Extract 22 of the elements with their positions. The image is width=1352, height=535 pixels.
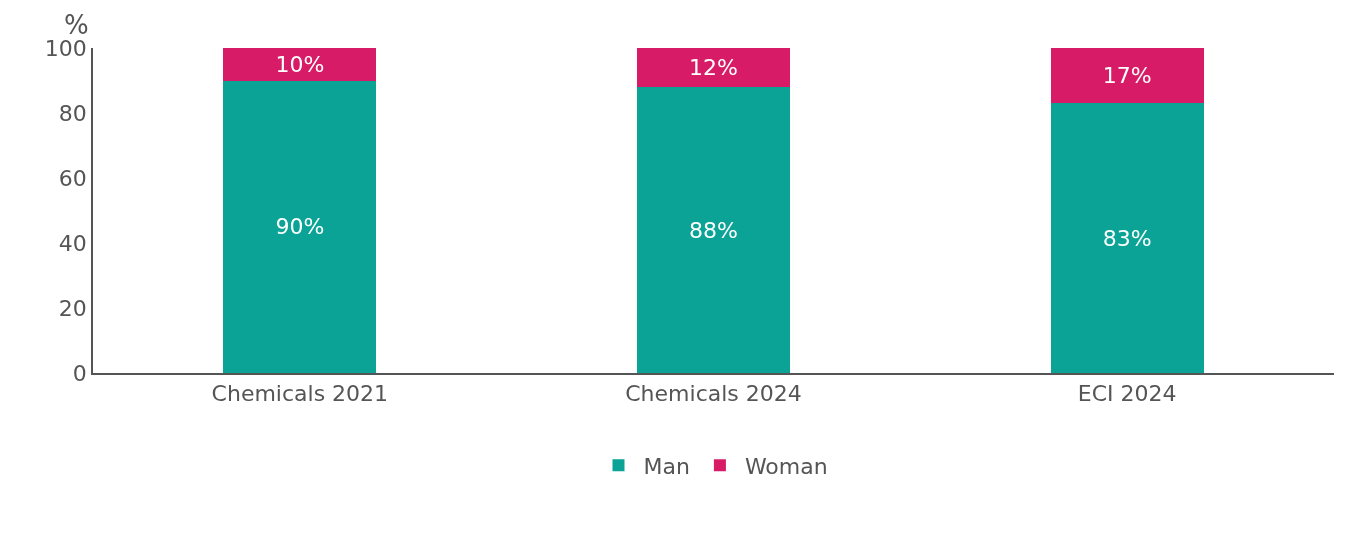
- x-tick-label: Chemicals 2021: [211, 381, 389, 407]
- legend-label: Woman: [744, 453, 828, 479]
- data-label: 17%: [1102, 63, 1152, 89]
- legend-label: Man: [643, 453, 690, 479]
- y-tick-label: 60: [58, 165, 87, 191]
- data-label: 90%: [275, 214, 325, 240]
- data-label: 88%: [689, 217, 738, 243]
- y-tick-label: 40: [58, 230, 87, 256]
- y-tick-label: 0: [72, 360, 87, 386]
- y-tick-label: 20: [58, 295, 87, 321]
- bar: [636, 87, 791, 373]
- y-tick-label: 80: [58, 100, 87, 126]
- bar: [636, 48, 791, 87]
- bar: [223, 48, 377, 81]
- data-label: 10%: [275, 51, 325, 77]
- bar: [223, 80, 377, 373]
- bar: [1050, 48, 1204, 104]
- data-label: 83%: [1102, 225, 1152, 251]
- x-tick-label: Chemicals 2024: [625, 381, 802, 407]
- x-tick-label: ECI 2024: [1077, 381, 1177, 407]
- bar: [1050, 103, 1204, 373]
- data-label: 12%: [689, 55, 738, 80]
